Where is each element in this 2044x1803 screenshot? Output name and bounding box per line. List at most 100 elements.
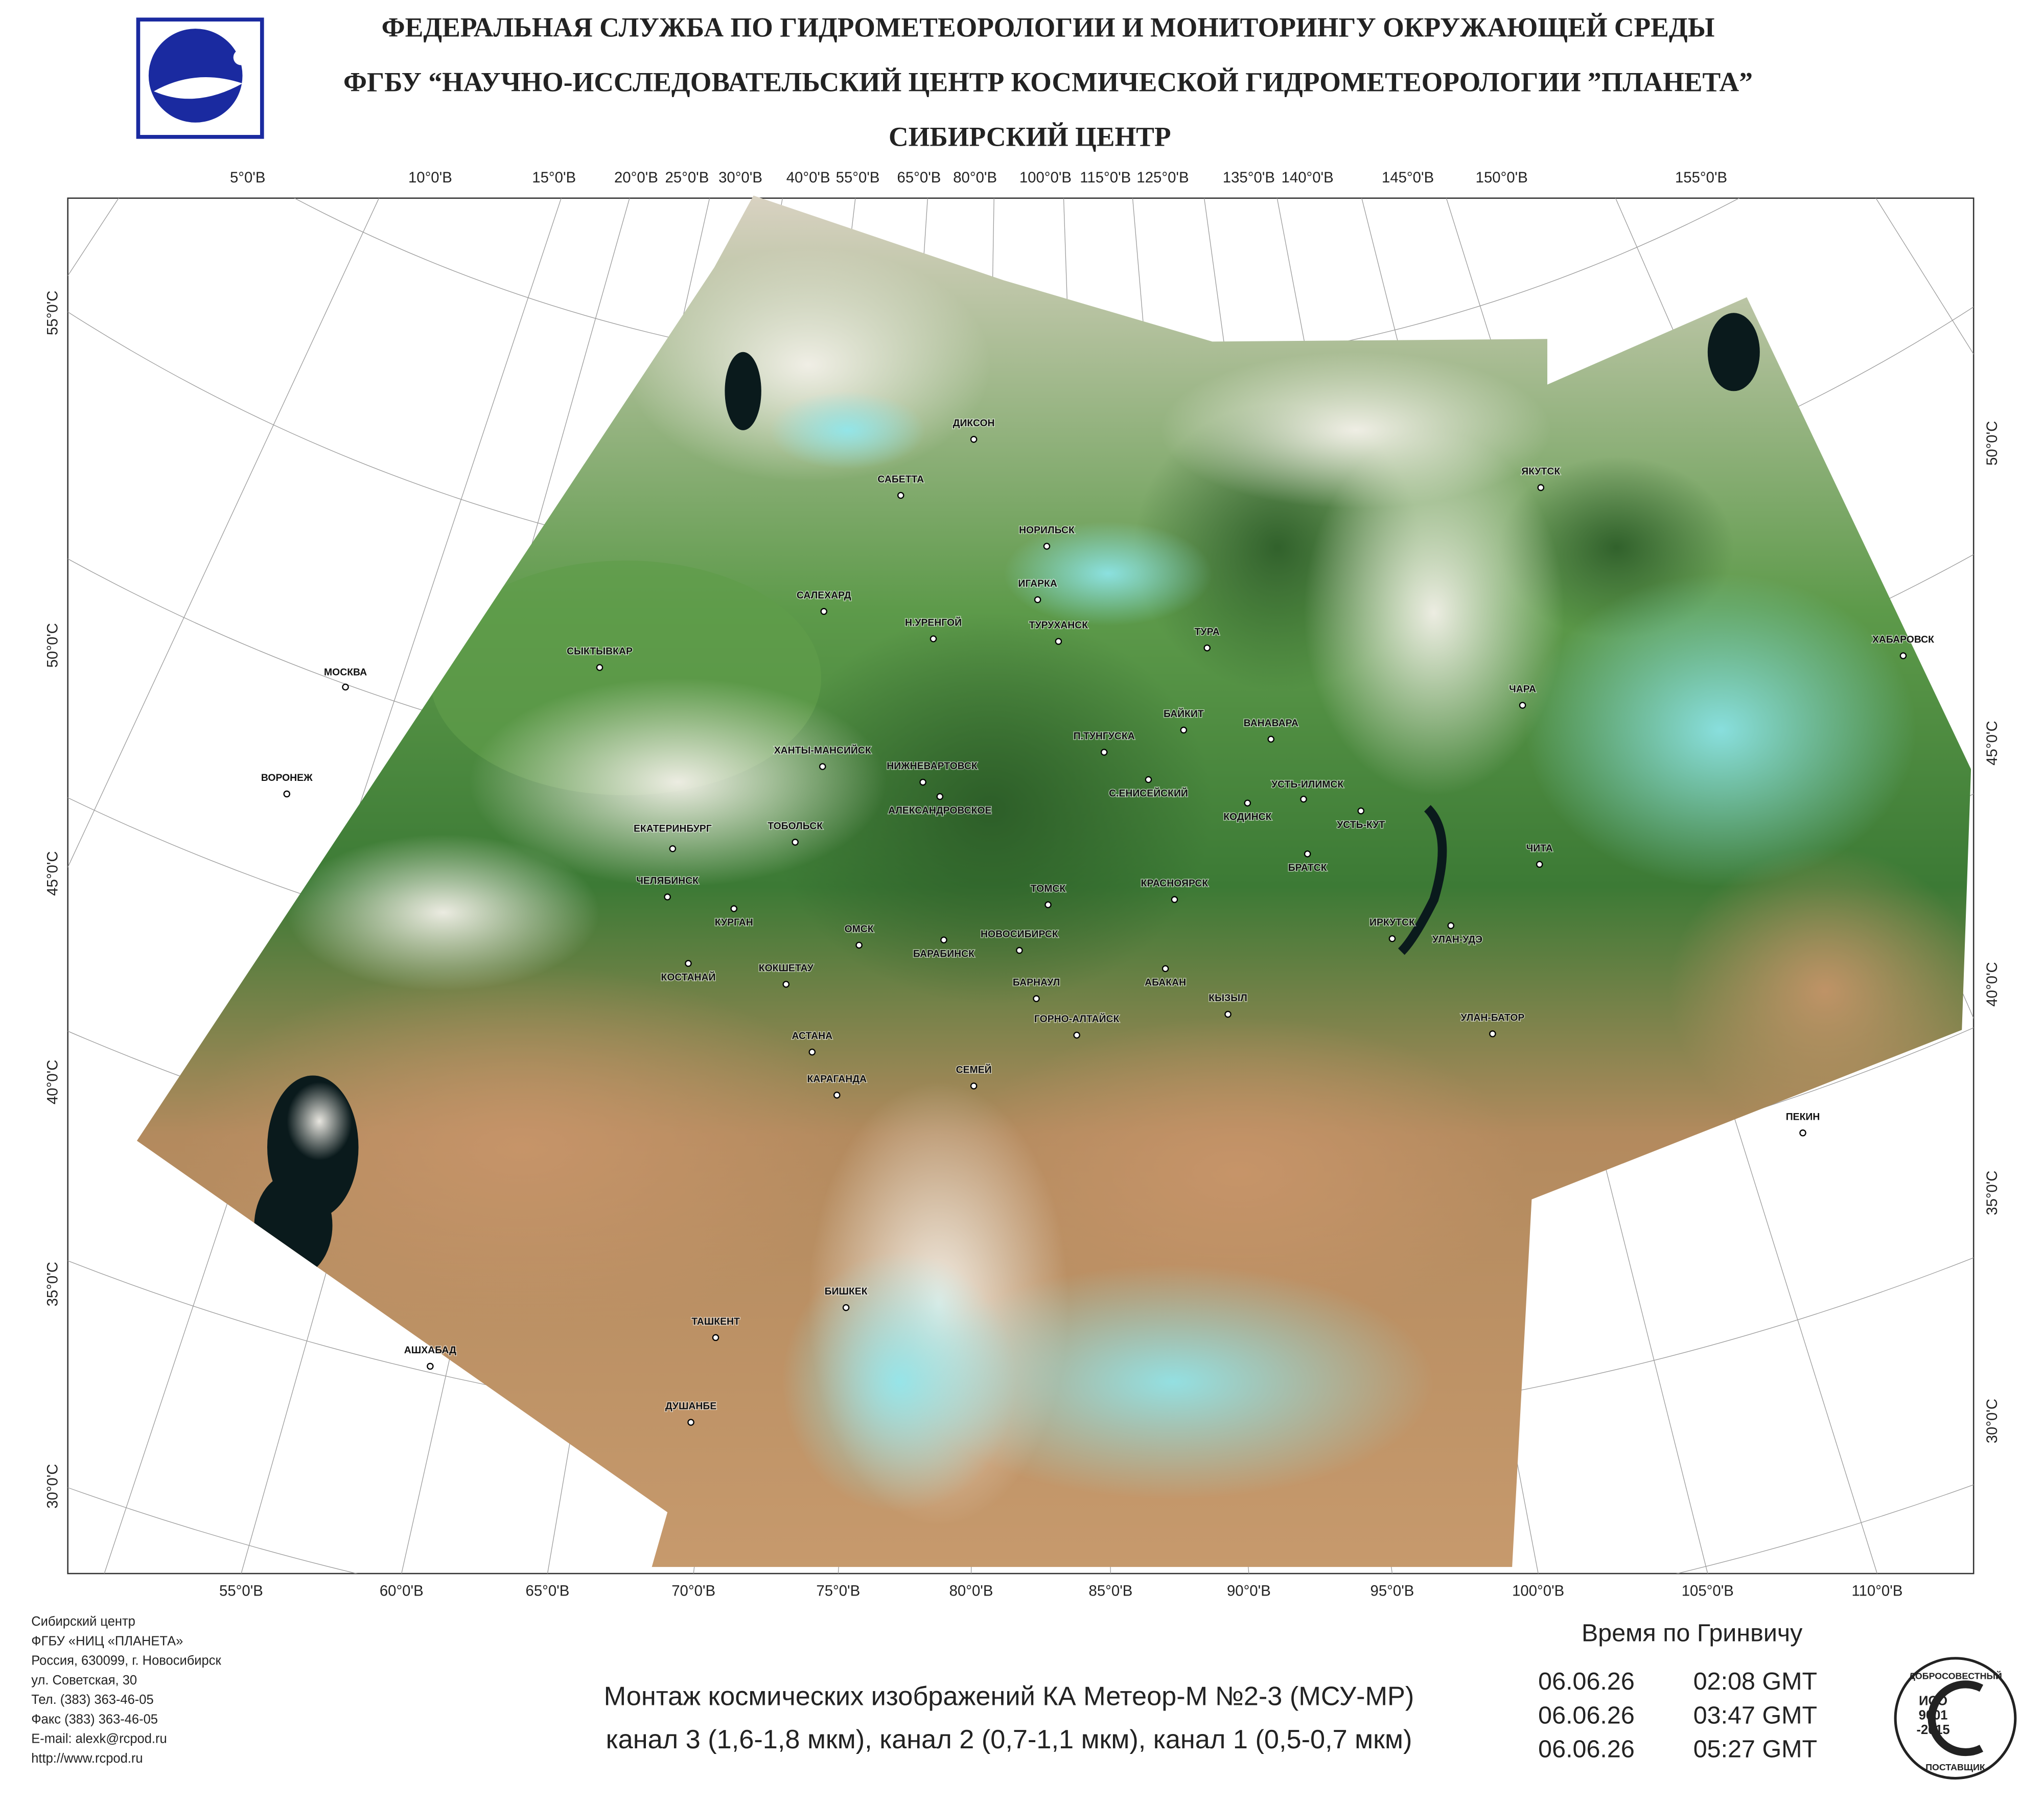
latitude-label: 30°0'С: [1984, 1399, 2001, 1443]
meridian-line: [104, 198, 562, 1574]
meridian-line: [67, 198, 380, 868]
city-marker: [1033, 995, 1040, 1002]
city-label: МОСКВА: [324, 666, 367, 678]
city-marker: [1034, 596, 1041, 604]
longitude-label: 80°0'В: [949, 1582, 993, 1599]
iso-mark: -2015: [1917, 1723, 1950, 1737]
city-marker: [1016, 946, 1023, 954]
city-label: САБЕТТА: [877, 474, 924, 485]
city-label: ТОМСК: [1031, 883, 1066, 894]
header-title: СИБИРСКИЙ ЦЕНТР: [889, 122, 1171, 152]
city-label: ЯКУТСК: [1521, 466, 1560, 477]
city-marker: [1203, 644, 1211, 652]
city-marker: [970, 435, 978, 443]
iso-badge: [1894, 1657, 2017, 1780]
longitude-label: 80°0'В: [953, 169, 997, 186]
city-label: ТУРУХАНСК: [1029, 620, 1088, 631]
city-label: СЫКТЫВКАР: [567, 646, 633, 657]
city-label: ЕКАТЕРИНБУРГ: [634, 823, 712, 835]
city-marker: [1536, 861, 1543, 868]
iso-bottom: ПОСТАВЩИК: [1925, 1762, 1985, 1772]
city-marker: [936, 793, 944, 800]
iso-arc: [1927, 1680, 1984, 1756]
city-label: ЧИТА: [1526, 843, 1553, 854]
city-label: П.ТУНГУСКА: [1074, 730, 1135, 742]
city-marker: [792, 839, 799, 846]
meridian-line: [1875, 198, 1974, 355]
address-line: Сибирский центр: [31, 1614, 135, 1629]
city-marker: [1267, 735, 1274, 743]
city-marker: [1357, 807, 1365, 815]
city-marker: [596, 664, 603, 671]
city-marker: [712, 1334, 719, 1342]
city-label: ХАБАРОВСК: [1872, 634, 1934, 645]
longitude-label: 75°0'В: [816, 1582, 860, 1599]
time-value: 05:27 GMT: [1693, 1736, 1817, 1763]
city-label: Н.УРЕНГОЙ: [905, 616, 962, 628]
city-label: УЛАН-УДЭ: [1432, 934, 1482, 945]
city-marker: [1100, 749, 1108, 756]
time-value: 03:47 GMT: [1693, 1701, 1817, 1729]
time-date: 06.06.26: [1538, 1701, 1635, 1729]
city-marker: [919, 778, 926, 786]
city-marker: [1447, 922, 1455, 929]
city-marker: [1519, 702, 1526, 709]
latitude-label: 40°0'С: [1984, 962, 2001, 1006]
city-label: БАЙКИТ: [1164, 707, 1204, 720]
city-label: УСТЬ-ИЛИМСК: [1271, 779, 1343, 790]
city-label: НОВОСИБИРСК: [981, 929, 1058, 940]
city-marker: [1073, 1031, 1080, 1039]
city-marker: [427, 1362, 434, 1370]
latitude-label: 30°0'С: [44, 1464, 61, 1508]
longitude-label: 115°0'В: [1080, 169, 1131, 186]
city-marker: [842, 1304, 850, 1311]
city-label: КЫЗЫЛ: [1209, 992, 1247, 1004]
city-label: ТАШКЕНТ: [691, 1316, 740, 1327]
longitude-label: 60°0'В: [380, 1582, 424, 1599]
time-title: Время по Гринвичу: [1582, 1620, 1803, 1647]
city-label: КРАСНОЯРСК: [1141, 878, 1209, 889]
time-value: 02:08 GMT: [1693, 1668, 1817, 1695]
longitude-label: 70°0'В: [671, 1582, 715, 1599]
city-marker: [1799, 1129, 1806, 1137]
city-label: ХАНТЫ-МАНСИЙСК: [774, 744, 871, 756]
meridian-line: [241, 198, 630, 1574]
city-label: ВОРОНЕЖ: [261, 772, 313, 783]
city-marker: [1244, 799, 1251, 807]
longitude-label: 30°0'В: [718, 169, 762, 186]
city-label: ДУШАНБЕ: [665, 1401, 716, 1412]
longitude-label: 65°0'В: [526, 1582, 570, 1599]
city-marker: [283, 790, 291, 798]
longitude-label: 140°0'В: [1282, 169, 1334, 186]
longitude-label: 135°0'В: [1223, 169, 1275, 186]
longitude-label: 150°0'В: [1476, 169, 1528, 186]
logo: [136, 17, 264, 139]
city-label: КОСТАНАЙ: [661, 970, 715, 983]
city-label: ИГАРКА: [1018, 578, 1057, 589]
latitude-label: 35°0'С: [44, 1262, 61, 1306]
longitude-label: 15°0'В: [532, 169, 576, 186]
longitude-label: 155°0'В: [1675, 169, 1727, 186]
city-marker: [897, 492, 904, 499]
city-label: ВАНАВАРА: [1244, 718, 1298, 729]
iso-mark: ИСО: [1919, 1694, 1947, 1708]
city-marker: [1044, 901, 1052, 909]
city-marker: [687, 1419, 694, 1426]
city-label: БАРНАУЛ: [1013, 977, 1060, 988]
longitude-label: 90°0'В: [1227, 1582, 1271, 1599]
address-line: Тел. (383) 363-46-05: [31, 1693, 153, 1707]
city-marker: [1224, 1010, 1232, 1018]
longitude-label: 10°0'В: [408, 169, 452, 186]
city-marker: [970, 1082, 978, 1090]
city-marker: [820, 608, 828, 615]
longitude-label: 25°0'В: [665, 169, 709, 186]
city-marker: [1180, 726, 1188, 734]
city-label: УСТЬ-КУТ: [1337, 819, 1385, 830]
city-label: С.ЕНИСЕЙСКИЙ: [1109, 787, 1188, 799]
iso-mark: 9001: [1919, 1708, 1948, 1723]
city-marker: [1162, 965, 1169, 973]
city-marker: [342, 683, 349, 691]
header-title: ФГБУ “НАУЧНО-ИССЛЕДОВАТЕЛЬСКИЙ ЦЕНТР КОС…: [343, 67, 1753, 98]
city-marker: [1489, 1030, 1496, 1037]
